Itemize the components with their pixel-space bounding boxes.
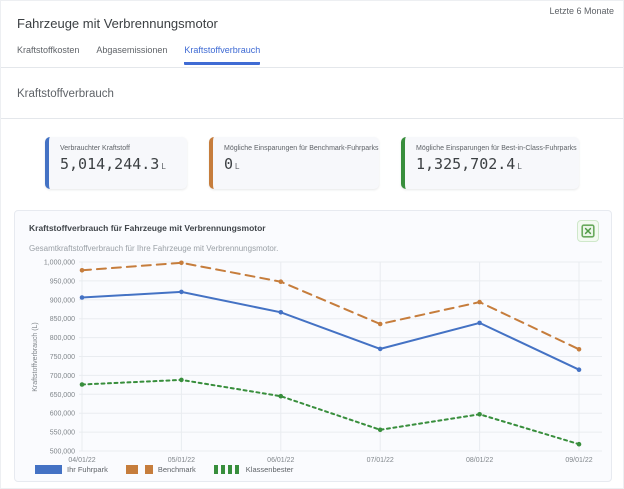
y-tick-label: 1,000,000 — [44, 260, 75, 267]
chart-subtitle: Gesamtkraftstoffverbrauch für Ihre Fahrz… — [29, 244, 279, 253]
excel-export-button[interactable] — [577, 220, 599, 242]
period-selector[interactable]: Letzte 6 Monate — [549, 6, 614, 16]
tab-bar: Kraftstoffkosten Abgasemissionen Kraftst… — [17, 45, 261, 65]
chart-title: Kraftstoffverbrauch für Fahrzeuge mit Ve… — [29, 223, 266, 233]
data-point-benchmark — [477, 299, 482, 305]
x-tick-label: 07/01/22 — [367, 457, 394, 464]
chart-card: Kraftstoffverbrauch für Fahrzeuge mit Ve… — [14, 210, 612, 482]
series-line-ihr-fuhrpark — [81, 290, 580, 371]
tab-abgasemissionen[interactable]: Abgasemissionen — [96, 45, 168, 55]
data-point-ihr-fuhrpark — [377, 346, 383, 352]
data-point-klassenbester — [477, 412, 482, 417]
legend-swatch-benchmark — [125, 465, 153, 474]
x-tick-label: 04/01/22 — [68, 457, 95, 464]
y-tick-label: 700,000 — [50, 373, 75, 380]
kpi-number: 5,014,244.3 — [60, 155, 160, 173]
page-title: Fahrzeuge mit Verbrennungsmotor — [17, 16, 218, 31]
kpi-card-einsparungen-best-in-class: Mögliche Einsparungen für Best-in-Class-… — [401, 137, 579, 189]
legend-label: Benchmark — [157, 465, 196, 474]
section-divider — [1, 118, 623, 119]
data-point-benchmark — [179, 260, 184, 266]
legend-label: Klassenbester — [245, 465, 294, 474]
x-tick-label: 08/01/22 — [466, 457, 493, 464]
legend-item-ihr-fuhrpark[interactable]: Ihr Fuhrpark — [35, 465, 108, 474]
kpi-card-einsparungen-benchmark: Mögliche Einsparungen für Benchmark-Fuhr… — [209, 137, 379, 189]
kpi-unit: L — [235, 162, 240, 171]
data-point-ihr-fuhrpark — [278, 310, 284, 315]
kpi-label: Verbrauchter Kraftstoff — [60, 145, 130, 152]
y-tick-label: 850,000 — [50, 316, 75, 323]
y-tick-label: 800,000 — [50, 335, 75, 342]
x-tick-label: 06/01/22 — [267, 457, 294, 464]
tab-kraftstoffverbrauch[interactable]: Kraftstoffverbrauch — [184, 45, 261, 65]
line-chart: 1,000,000 950,000 900,000 850,000 800,000 750… — [32, 260, 602, 464]
kpi-value: 1,325,702.4 L — [416, 155, 569, 173]
data-point-ihr-fuhrpark — [79, 295, 85, 300]
x-tick-label: 09/01/22 — [565, 457, 592, 464]
data-point-klassenbester — [576, 441, 582, 447]
kpi-label: Mögliche Einsparungen für Best-in-Class-… — [416, 145, 577, 152]
y-tick-label: 650,000 — [50, 392, 75, 399]
y-tick-label: 950,000 — [50, 278, 75, 285]
kpi-row: Verbrauchter Kraftstoff 5,014,244.3 L Mög… — [45, 137, 579, 189]
data-point-ihr-fuhrpark — [576, 367, 582, 372]
section-heading: Kraftstoffverbrauch — [17, 88, 114, 100]
tabbar-divider — [1, 67, 623, 68]
data-point-benchmark — [79, 268, 85, 273]
series-line-benchmark — [81, 261, 580, 351]
tab-kraftstoffkosten[interactable]: Kraftstoffkosten — [17, 45, 80, 55]
data-point-ihr-fuhrpark — [179, 289, 184, 295]
legend-label: Ihr Fuhrpark — [67, 465, 108, 474]
chart-legend: Ihr Fuhrpark Benchmark Klassenbester — [35, 465, 293, 474]
x-tick-label: 05/01/22 — [168, 457, 195, 464]
data-point-klassenbester — [377, 427, 383, 433]
y-axis-label: Kraftstoffverbrauch (L) — [32, 322, 39, 392]
kpi-unit: L — [517, 162, 522, 171]
kpi-number: 0 — [224, 155, 234, 173]
y-tick-label: 550,000 — [50, 430, 75, 437]
data-point-klassenbester — [79, 382, 85, 387]
data-point-klassenbester — [278, 393, 284, 399]
kpi-label: Mögliche Einsparungen für Benchmark-Fuhr… — [224, 145, 379, 152]
kpi-value: 5,014,244.3 L — [60, 155, 177, 173]
legend-item-klassenbester[interactable]: Klassenbester — [213, 465, 294, 474]
kpi-number: 1,325,702.4 — [416, 155, 516, 173]
excel-export-icon — [581, 224, 595, 238]
y-tick-label: 900,000 — [50, 297, 75, 304]
y-tick-label: 750,000 — [50, 354, 75, 361]
data-point-benchmark — [377, 321, 383, 327]
kpi-unit: L — [161, 162, 166, 171]
kpi-card-verbrauchter-kraftstoff: Verbrauchter Kraftstoff 5,014,244.3 L — [45, 137, 187, 189]
y-tick-label: 500,000 — [50, 449, 75, 456]
legend-swatch-klassenbester — [213, 465, 241, 474]
data-point-benchmark — [576, 347, 582, 352]
data-point-ihr-fuhrpark — [477, 320, 482, 326]
data-point-klassenbester — [179, 377, 184, 383]
y-tick-label: 600,000 — [50, 411, 75, 418]
data-point-benchmark — [278, 279, 284, 284]
legend-item-benchmark[interactable]: Benchmark — [125, 465, 196, 474]
series-line-klassenbester — [81, 378, 580, 446]
legend-swatch-ihr-fuhrpark — [35, 465, 62, 474]
